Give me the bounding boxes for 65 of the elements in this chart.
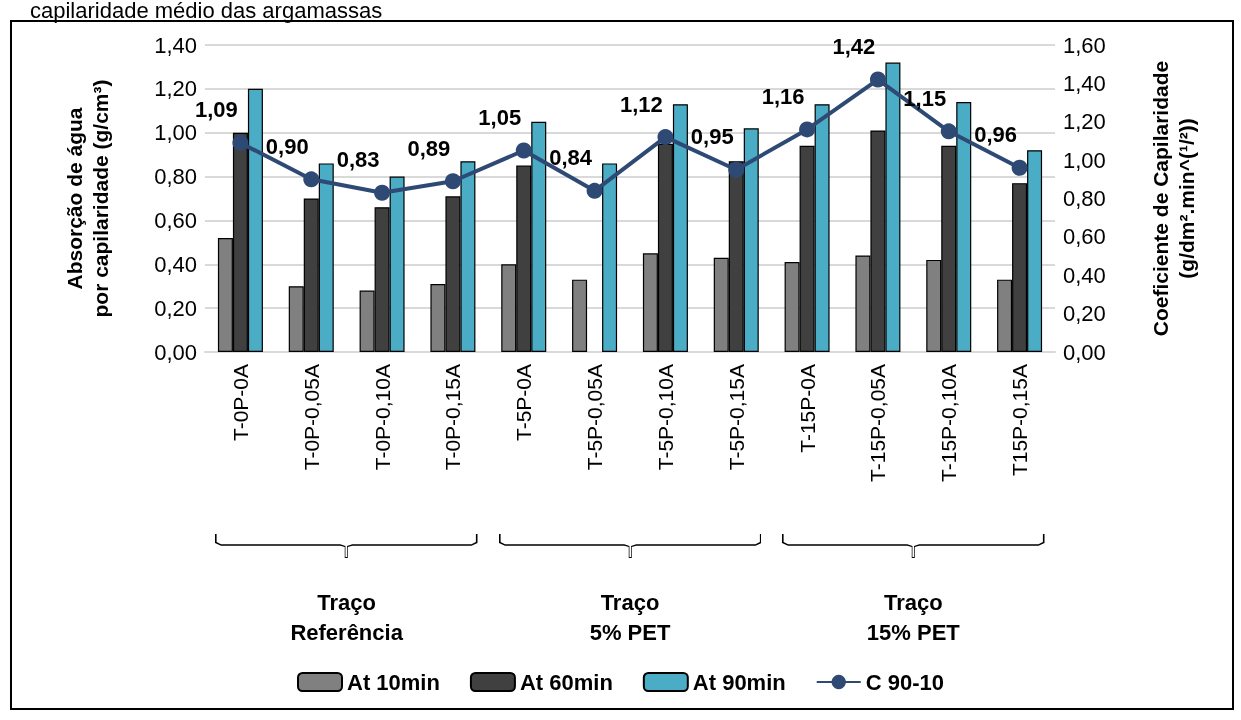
y-tick-label: 0,60 bbox=[154, 207, 197, 233]
x-tick-label: T-0P-0,15A bbox=[441, 364, 465, 471]
x-tick-label: T-15P-0,05A bbox=[866, 364, 890, 482]
data-label: 0,83 bbox=[336, 147, 380, 173]
legend-label: At 60min bbox=[519, 669, 613, 695]
point bbox=[303, 171, 320, 188]
y-tick-label: 1,40 bbox=[154, 32, 197, 58]
data-label: 1,05 bbox=[478, 105, 522, 131]
point bbox=[586, 182, 603, 199]
point bbox=[799, 121, 816, 138]
x-tick-label: T-5P-0,10A bbox=[653, 364, 677, 471]
y2-tick-label: 1,60 bbox=[1063, 32, 1106, 58]
data-label: 1,12 bbox=[620, 91, 663, 117]
x-tick-label: T-0P-0A bbox=[228, 364, 252, 442]
bar bbox=[572, 279, 588, 352]
x-tick-label: T-5P-0,15A bbox=[724, 364, 748, 471]
legend-label: C 90-10 bbox=[865, 669, 945, 695]
y-axis-title: Absorção de água por capilaridade (g/cm³) bbox=[62, 79, 112, 318]
y2-tick-label: 0,20 bbox=[1063, 301, 1106, 327]
x-tick-label: T-15P-0A bbox=[795, 364, 819, 453]
data-label: 1,09 bbox=[195, 97, 238, 123]
legend-label: At 90min bbox=[692, 669, 786, 695]
x-tick-label: T-0P-0,05A bbox=[299, 364, 323, 471]
text: Traço Referência bbox=[289, 589, 404, 647]
point bbox=[374, 184, 391, 201]
bar bbox=[602, 163, 618, 352]
data-label: 1,16 bbox=[761, 83, 805, 109]
data-label: 1,42 bbox=[832, 34, 876, 60]
y2-tick-label: 1,40 bbox=[1063, 70, 1106, 96]
data-label: 1,15 bbox=[903, 85, 947, 111]
point bbox=[232, 134, 249, 151]
y2-tick-label: 0,00 bbox=[1063, 339, 1106, 365]
x-tick-label: T-0P-0,10A bbox=[370, 364, 394, 471]
x-tick-label: T-5P-0,05A bbox=[583, 364, 607, 471]
point bbox=[940, 123, 957, 140]
point bbox=[515, 142, 532, 159]
x-tick-label: T-5P-0A bbox=[512, 364, 536, 442]
y-tick-label: 0,80 bbox=[154, 164, 197, 190]
y2-tick-label: 1,00 bbox=[1063, 147, 1106, 173]
legend-label: At 10min bbox=[347, 669, 440, 695]
y2-tick-label: 0,80 bbox=[1063, 186, 1106, 211]
point bbox=[1011, 159, 1028, 176]
point bbox=[444, 173, 461, 190]
data-label: 0,90 bbox=[265, 133, 309, 159]
y-tick-label: 0,20 bbox=[154, 295, 197, 321]
x-tick-label: T15P-0,15A bbox=[1008, 364, 1032, 477]
data-label: 0,89 bbox=[407, 135, 451, 161]
point bbox=[728, 161, 745, 178]
y-tick-label: 0,40 bbox=[154, 251, 197, 277]
x-tick-label: T-15P-0,10A bbox=[937, 364, 961, 482]
y2-tick-label: 0,40 bbox=[1063, 262, 1106, 288]
data-label: 0,95 bbox=[690, 124, 734, 150]
y2-axis-title: Coeficiente de Capilaridade (g/dm².min^(¹/²)) bbox=[1148, 60, 1198, 337]
point bbox=[869, 71, 886, 88]
text: Traço 5% PET bbox=[588, 589, 672, 647]
chart-title: capilaridade médio das argamassas bbox=[30, 0, 383, 23]
data-label: 0,96 bbox=[974, 122, 1017, 148]
y-tick-label: 0,00 bbox=[154, 339, 197, 365]
point bbox=[657, 129, 674, 146]
text: Traço 15% PET bbox=[865, 589, 961, 647]
y2-tick-label: 0,60 bbox=[1063, 224, 1106, 250]
data-label: 0,84 bbox=[549, 145, 593, 171]
y-tick-label: 1,20 bbox=[154, 76, 197, 102]
y2-tick-label: 1,20 bbox=[1063, 109, 1106, 135]
y-tick-label: 1,00 bbox=[154, 120, 197, 146]
